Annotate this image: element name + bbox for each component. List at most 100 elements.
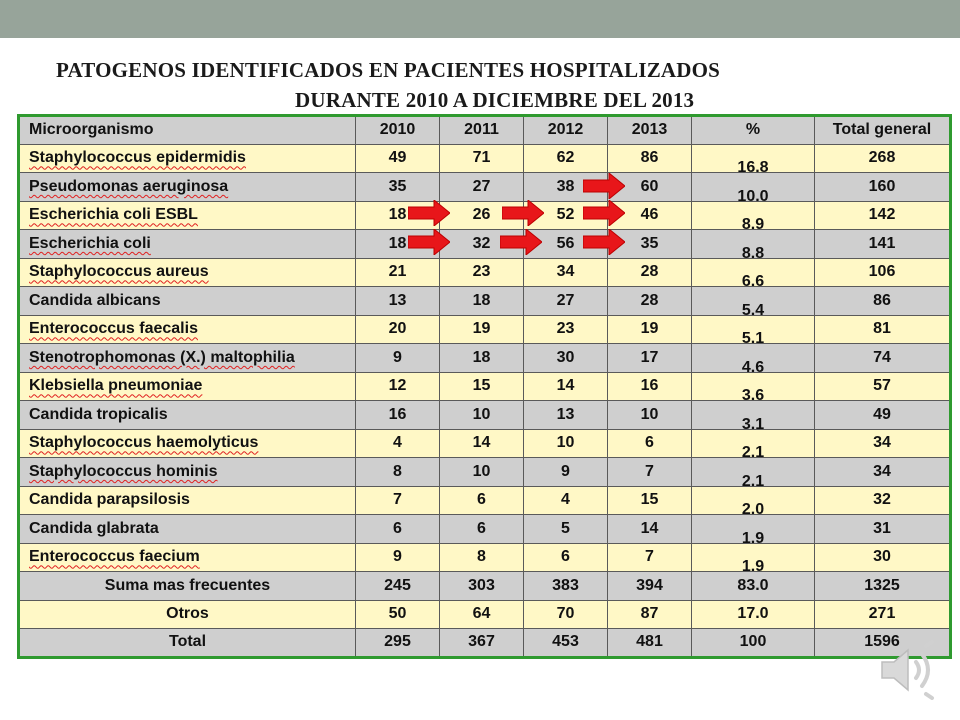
cell-2013: 7 [607, 457, 692, 487]
table-row: Stenotrophomonas (X.) maltophilia 9 18 30 17… [18, 343, 951, 373]
cell-total: 32 [814, 485, 951, 515]
table-row: Klebsiella pneumoniae 12 15 14 16 3.6 57 [18, 371, 951, 401]
cell-value: 18 [472, 348, 491, 366]
cell-value: 23 [556, 320, 575, 338]
cell-2011: 19 [439, 314, 524, 344]
cell-percent: 8.9 [691, 200, 815, 230]
header-2010: 2010 [355, 115, 440, 145]
summary-row: Suma mas frecuentes 245 303 383 394 83.0 1325 [18, 571, 951, 601]
organism-name-text: Enterococcus faecalis [29, 320, 198, 338]
organism-name-text: Escherichia coli ESBL [29, 206, 198, 224]
header-2012: 2012 [523, 115, 608, 145]
cell-2013: 15 [607, 485, 692, 515]
cell-value: 481 [636, 633, 663, 651]
cell-value: 7 [645, 548, 654, 566]
cell-2013: 46 [607, 200, 692, 230]
cell-2012: 383 [523, 571, 608, 601]
cell-value: 21 [388, 263, 407, 281]
table-row: Candida parapsilosis 7 6 4 15 2.0 32 [18, 485, 951, 515]
cell-value: 23 [472, 263, 491, 281]
cell-value: 83.0 [737, 576, 769, 594]
slide-top-bar [0, 0, 960, 38]
cell-2010: 18 [355, 200, 440, 230]
cell-2010: 16 [355, 400, 440, 430]
slide-title-line-2: DURANTE 2010 A DICIEMBRE DEL 2013 [295, 88, 695, 112]
cell-value: 10 [556, 434, 575, 452]
cell-value: 60 [640, 177, 659, 195]
cell-value: 106 [868, 263, 896, 281]
cell-percent: 83.0 [691, 571, 815, 601]
cell-value: 14 [640, 519, 659, 537]
cell-organism-name: Staphylococcus haemolyticus [18, 428, 356, 458]
header-percent: % [691, 115, 815, 145]
cell-2012: 10 [523, 428, 608, 458]
cell-value: 7 [645, 462, 654, 480]
header-2011: 2011 [439, 115, 524, 145]
cell-value: 8 [477, 548, 486, 566]
cell-total: 1325 [814, 571, 951, 601]
cell-percent: 2.0 [691, 485, 815, 515]
cell-value: 5.4 [741, 301, 765, 315]
cell-value: 1596 [864, 633, 900, 651]
cell-2012: 27 [523, 286, 608, 316]
cell-value: 16.8 [737, 159, 769, 173]
cell-value: 74 [873, 348, 891, 366]
cell-value: 160 [868, 177, 896, 195]
cell-value: 295 [384, 633, 411, 651]
table-row: Candida tropicalis 16 10 13 10 3.1 49 [18, 400, 951, 430]
cell-value: 50 [388, 605, 407, 623]
header-total-general: Total general [814, 115, 951, 145]
cell-value: 4 [561, 491, 570, 509]
cell-value: 3.1 [741, 415, 765, 429]
cell-value: 142 [868, 206, 896, 224]
cell-total: 34 [814, 428, 951, 458]
cell-2010: 7 [355, 485, 440, 515]
organism-name-text: Escherichia coli [29, 234, 151, 252]
speaker-audio-icon[interactable] [878, 640, 942, 700]
cell-value: 4 [393, 434, 402, 452]
cell-value: 18 [472, 291, 491, 309]
cell-percent: 3.6 [691, 371, 815, 401]
cell-value: 28 [640, 291, 659, 309]
cell-2011: 32 [439, 229, 524, 259]
organism-name-text: Enterococcus faecium [29, 548, 200, 566]
cell-value: 70 [556, 605, 575, 623]
cell-value: 9 [393, 548, 402, 566]
cell-2012: 4 [523, 485, 608, 515]
cell-organism-name: Pseudomonas aeruginosa [18, 172, 356, 202]
organism-name-text: Otros [166, 605, 209, 623]
cell-percent: 100 [691, 628, 815, 658]
cell-total: 141 [814, 229, 951, 259]
cell-total: 106 [814, 257, 951, 287]
cell-2010: 245 [355, 571, 440, 601]
cell-percent: 5.1 [691, 314, 815, 344]
cell-value: 46 [640, 206, 659, 224]
cell-2010: 18 [355, 229, 440, 259]
cell-value: 6.6 [741, 273, 765, 287]
cell-value: 62 [556, 149, 575, 167]
cell-2013: 7 [607, 542, 692, 572]
cell-2012: 56 [523, 229, 608, 259]
summary-row: Total 295 367 453 481 100 1596 [18, 628, 951, 658]
cell-value: 26 [472, 206, 491, 224]
cell-2011: 303 [439, 571, 524, 601]
cell-organism-name: Enterococcus faecalis [18, 314, 356, 344]
cell-value: 10 [640, 405, 659, 423]
cell-2010: 13 [355, 286, 440, 316]
cell-organism-name: Escherichia coli [18, 229, 356, 259]
cell-2010: 21 [355, 257, 440, 287]
cell-organism-name: Klebsiella pneumoniae [18, 371, 356, 401]
cell-2013: 28 [607, 286, 692, 316]
cell-percent: 10.0 [691, 172, 815, 202]
cell-2012: 9 [523, 457, 608, 487]
cell-2011: 71 [439, 143, 524, 173]
organism-name-text: Total [168, 633, 207, 651]
cell-percent: 16.8 [691, 143, 815, 173]
table-row: Staphylococcus haemolyticus 4 14 10 6 2.1 34 [18, 428, 951, 458]
cell-total: 74 [814, 343, 951, 373]
cell-value: 271 [868, 605, 896, 623]
cell-percent: 4.6 [691, 343, 815, 373]
cell-value: 20 [388, 320, 407, 338]
header-2013: 2013 [607, 115, 692, 145]
cell-organism-name: Suma mas frecuentes [18, 571, 356, 601]
